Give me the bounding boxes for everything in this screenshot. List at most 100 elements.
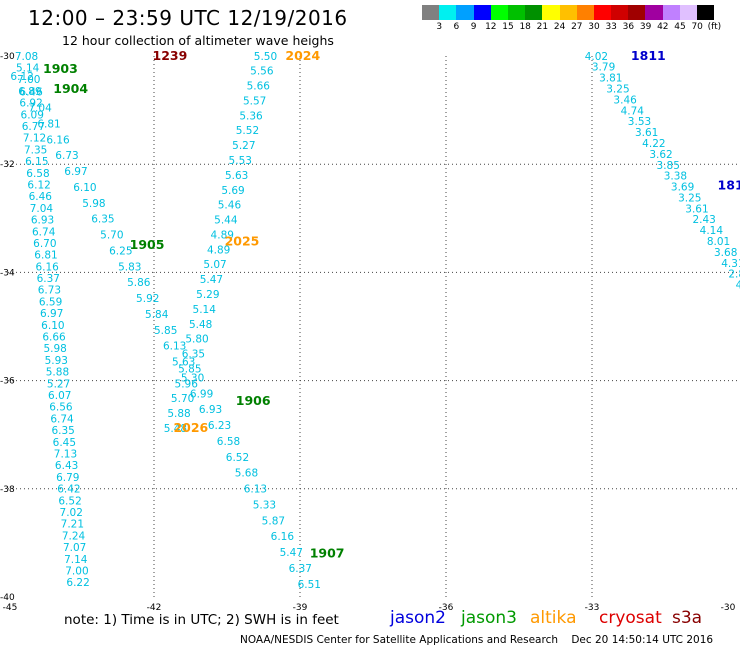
x-tick-label: -30 (721, 603, 736, 613)
wave-height-value: 3.38 (664, 171, 687, 183)
page-title: 12:00 – 23:59 UTC 12/19/2016 (28, 6, 348, 30)
legend-label: 15 (502, 22, 514, 32)
legend-label: 9 (470, 22, 477, 32)
wave-height-value: 5.47 (280, 547, 303, 559)
y-tick-label: -34 (0, 268, 15, 278)
wave-height-value: 4.89 (211, 229, 234, 241)
credit-footer: NOAA/NESDIS Center for Satellite Applica… (240, 634, 714, 646)
wave-height-value: 6.42 (57, 484, 80, 496)
wave-height-value: 3.61 (685, 203, 708, 215)
wave-height-value: 6.22 (66, 577, 89, 589)
wave-height-value: 7.08 (15, 51, 38, 63)
wave-height-value: 6.92 (19, 98, 42, 110)
wave-height-value: 5.48 (164, 423, 187, 435)
wave-height-value: 6.35 (91, 214, 114, 226)
wave-height-value: 5.53 (229, 155, 252, 167)
legend-jason2: jason2 (390, 608, 446, 628)
legend-label: 39 (639, 22, 652, 32)
wave-height-value: 6.46 (29, 191, 53, 203)
wave-height-value: 6.70 (33, 238, 56, 250)
wave-height-value: 6.93 (199, 404, 222, 416)
wave-height-value: 6.37 (37, 273, 60, 285)
wave-height-value: 6.15 (25, 156, 48, 168)
wave-height-value: 7.04 (28, 103, 52, 115)
wave-height-value: 4.89 (207, 244, 230, 256)
wave-height-value: 3.62 (649, 149, 672, 161)
legend-label: 30 (588, 22, 600, 32)
legend-label: 12 (485, 22, 497, 32)
track-id-label: 181 (718, 178, 740, 193)
wave-height-value: 5.29 (196, 289, 219, 301)
wave-height-value: 8.01 (707, 236, 730, 248)
wave-height-value: 5.93 (45, 355, 68, 367)
legend-altika: altika (530, 608, 577, 628)
wave-height-value: 6.25 (109, 245, 132, 257)
wave-height-value: 6.09 (21, 109, 44, 121)
wave-height-value: 6.89 (18, 86, 41, 98)
wave-height-value: 5.96 (175, 378, 199, 390)
wave-height-value: 5.46 (218, 200, 242, 212)
wave-height-value: 6.58 (217, 436, 240, 448)
track-id-label: 1903 (43, 61, 78, 76)
wave-height-value: 6.73 (38, 285, 61, 297)
legend-label: 18 (519, 22, 531, 32)
wave-height-value: 3.68 (714, 247, 737, 259)
wave-height-value: 6.13 (163, 341, 186, 353)
wave-height-value: 6.16 (46, 134, 70, 146)
wave-height-value: 5.14 (16, 62, 40, 74)
legend-label: 27 (571, 22, 583, 32)
wave-height-value: 5.70 (100, 230, 123, 242)
wave-height-value: 5.50 (254, 51, 277, 63)
legend-swatch (593, 5, 612, 20)
wave-height-value: 5.98 (43, 343, 66, 355)
legend-swatch (662, 5, 680, 20)
wave-height-value: 3.61 (635, 127, 658, 139)
y-tick-label: -36 (0, 377, 15, 387)
page-subtitle: 12 hour collection of altimeter wave hei… (62, 33, 334, 48)
wave-height-value: 6.10 (41, 320, 64, 332)
legend-swatch (439, 5, 457, 20)
legend-swatch (576, 5, 594, 20)
track-id-label: 1239 (153, 48, 188, 63)
wave-height-value: 6.59 (39, 296, 62, 308)
legend-label: 24 (553, 22, 566, 32)
wave-height-value: 5.63 (172, 357, 195, 369)
wave-height-value: 6.46 (19, 87, 43, 99)
wave-height-value: 7.14 (64, 554, 88, 566)
wave-height-value: 7.13 (54, 449, 77, 461)
wave-height-value: 6.51 (298, 579, 321, 591)
wave-height-value: 6.73 (55, 150, 78, 162)
wave-height-value: 6.66 (42, 332, 66, 344)
wave-height-value: 7.35 (24, 144, 47, 156)
wave-height-value: 5.84 (145, 309, 169, 321)
wave-height-value: 5.80 (185, 334, 208, 346)
legend-swatch (611, 5, 629, 20)
wave-height-value: 6.16 (35, 261, 59, 273)
legend-label: 70 (691, 22, 703, 32)
wave-height-value: 6.16 (271, 531, 295, 543)
wave-height-value: 5.33 (253, 499, 276, 511)
wave-height-value: 3.85 (657, 160, 680, 172)
wave-height-value: 6.37 (289, 563, 312, 575)
legend-jason3: jason3 (461, 608, 517, 628)
wave-height-value: 3.25 (678, 192, 701, 204)
wave-height-value: 6.97 (40, 308, 63, 320)
wave-height-value: 6.77 (22, 121, 45, 133)
wave-height-value: 5.83 (118, 261, 141, 273)
track-id-label: 2024 (285, 48, 320, 63)
legend-s3a: s3a (672, 608, 703, 628)
legend-label: 33 (605, 22, 617, 32)
legend-label: 3 (436, 22, 443, 32)
wave-height-value: 5.70 (171, 393, 194, 405)
legend-label: 21 (536, 22, 549, 32)
track-id-label: 1905 (130, 237, 165, 252)
wave-height-value: 3.46 (613, 94, 637, 106)
legend-swatch (456, 5, 474, 20)
wave-height-value: 7.02 (60, 507, 83, 519)
wave-height-value: 7.00 (65, 565, 88, 577)
wave-height-value: 6.45 (53, 437, 76, 449)
y-tick-label: -30 (0, 52, 15, 62)
x-tick-label: -39 (293, 603, 308, 613)
wave-height-value: 5.88 (46, 367, 69, 379)
